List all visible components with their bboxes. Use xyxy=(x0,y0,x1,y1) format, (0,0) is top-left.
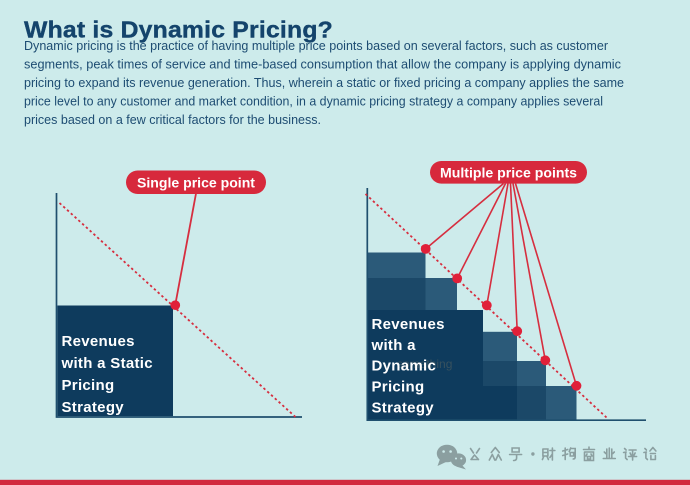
svg-text:with a: with a xyxy=(371,337,417,354)
svg-text:prices based on a few critical: prices based on a few critical factors f… xyxy=(24,112,321,127)
svg-text:Multiple price points: Multiple price points xyxy=(440,165,577,180)
svg-text:Revenues: Revenues xyxy=(62,333,135,350)
svg-text:pricing to expand its revenue: pricing to expand its revenue generation… xyxy=(24,75,624,90)
svg-text:Revenues: Revenues xyxy=(372,316,445,333)
svg-text:price level to any customer an: price level to any customer and market c… xyxy=(24,94,603,109)
svg-text:Strategy: Strategy xyxy=(372,400,435,417)
svg-text:What is Dynamic Pricing?: What is Dynamic Pricing? xyxy=(24,17,333,43)
svg-text:something: something xyxy=(397,357,452,371)
svg-text:segments, peak times of servic: segments, peak times of service and time… xyxy=(24,57,621,72)
svg-text:Pricing: Pricing xyxy=(372,379,425,396)
svg-text:Pricing: Pricing xyxy=(62,377,115,394)
svg-text:Dynamic: Dynamic xyxy=(372,358,437,375)
svg-text:Dynamic pricing is the practic: Dynamic pricing is the practice of havin… xyxy=(24,38,609,53)
svg-text:Single price point: Single price point xyxy=(137,175,256,190)
svg-text:with a Static: with a Static xyxy=(61,355,153,372)
svg-text:Strategy: Strategy xyxy=(62,399,125,416)
